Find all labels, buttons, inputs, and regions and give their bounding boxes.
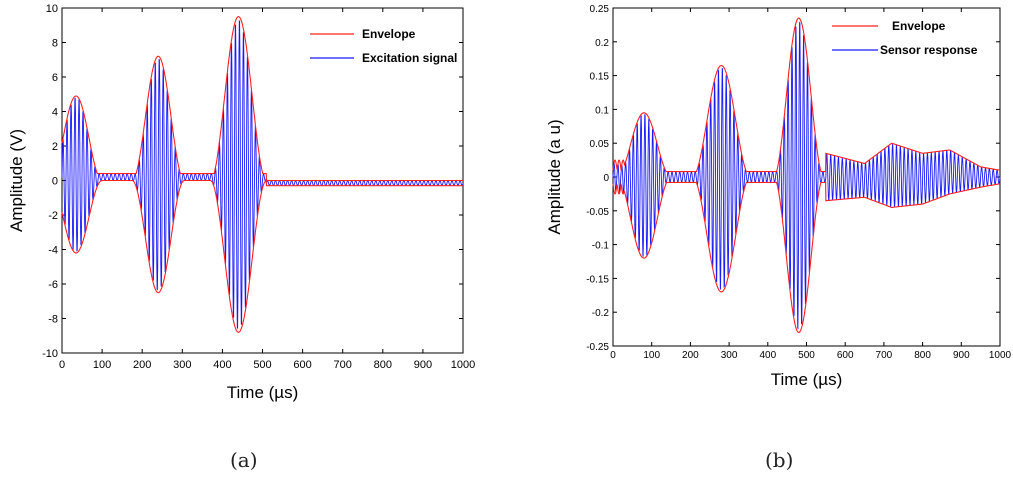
series-envelope-upper bbox=[61, 16, 463, 182]
series-excitation-signal bbox=[61, 20, 464, 330]
x-axis-label: Time (µs) bbox=[771, 370, 843, 389]
y-axis-label: Amplitude (a u) bbox=[545, 119, 564, 234]
x-tick-label: 100 bbox=[93, 359, 111, 371]
y-tick-label: 2 bbox=[52, 141, 58, 153]
legend-label-envelope: Envelope bbox=[362, 27, 416, 41]
x-tick-label: 900 bbox=[414, 359, 432, 371]
series-envelope-lower bbox=[61, 179, 463, 333]
legend: Envelope Excitation signal bbox=[310, 27, 457, 65]
caption-a: (a) bbox=[230, 448, 258, 472]
plot-a: 0 100 200 300 400 500 600 700 800 900 1000-10-8-6-… bbox=[7, 3, 475, 402]
y-tick-label: 0 bbox=[603, 173, 609, 184]
y-tick-label: 0.1 bbox=[595, 105, 609, 116]
x-tick-label: 500 bbox=[798, 350, 815, 361]
y-tick-label: -8 bbox=[48, 314, 58, 326]
x-tick-label: 700 bbox=[334, 359, 352, 371]
y-tick-label: -6 bbox=[48, 279, 58, 291]
y-tick-label: -0.1 bbox=[592, 241, 610, 252]
x-axis-label: Time (µs) bbox=[227, 383, 299, 402]
legend: Envelope Sensor response bbox=[832, 19, 978, 57]
legend-label-signal: Sensor response bbox=[880, 43, 978, 57]
series-envelope-upper bbox=[612, 17, 1000, 173]
y-tick-label: 0.05 bbox=[590, 139, 610, 150]
y-tick-label: -2 bbox=[48, 210, 58, 222]
y-tick-label: 4 bbox=[52, 107, 58, 119]
y-tick-label: 0.2 bbox=[595, 38, 609, 49]
y-tick-label: 0.25 bbox=[590, 4, 610, 15]
y-axis-label: Amplitude (V) bbox=[7, 129, 26, 232]
x-tick-label: 800 bbox=[914, 350, 931, 361]
series-envelope-lower bbox=[612, 181, 1000, 334]
y-tick-label: 10 bbox=[46, 3, 58, 15]
x-tick-label: 700 bbox=[876, 350, 893, 361]
y-tick-label: -0.2 bbox=[592, 308, 610, 319]
x-tick-label: 1000 bbox=[451, 359, 475, 371]
y-tick-label: 6 bbox=[52, 72, 58, 84]
y-tick-label: -0.05 bbox=[586, 207, 609, 218]
x-tick-label: 900 bbox=[953, 350, 970, 361]
series-sensor-response bbox=[612, 21, 1001, 330]
x-tick-label: 600 bbox=[837, 350, 854, 361]
caption-b: (b) bbox=[765, 448, 794, 472]
legend-label-signal: Excitation signal bbox=[362, 51, 457, 65]
x-tick-label: 0 bbox=[610, 350, 616, 361]
x-tick-label: 100 bbox=[643, 350, 660, 361]
y-tick-label: -4 bbox=[48, 245, 58, 257]
legend-label-envelope: Envelope bbox=[892, 19, 946, 33]
x-tick-label: 600 bbox=[293, 359, 311, 371]
x-tick-label: 400 bbox=[759, 350, 776, 361]
x-tick-label: 400 bbox=[213, 359, 231, 371]
x-tick-label: 0 bbox=[59, 359, 65, 371]
x-tick-label: 300 bbox=[721, 350, 738, 361]
y-tick-label: -0.15 bbox=[586, 274, 609, 285]
x-tick-label: 500 bbox=[253, 359, 271, 371]
x-tick-label: 800 bbox=[374, 359, 392, 371]
y-tick-label: -0.25 bbox=[586, 342, 609, 353]
y-tick-label: 0.15 bbox=[590, 72, 610, 83]
y-tick-label: 8 bbox=[52, 38, 58, 50]
x-tick-label: 200 bbox=[133, 359, 151, 371]
x-tick-label: 300 bbox=[173, 359, 191, 371]
y-tick-label: 0 bbox=[52, 176, 58, 188]
y-tick-label: -10 bbox=[42, 348, 58, 360]
x-tick-label: 200 bbox=[682, 350, 699, 361]
x-tick-label: 1000 bbox=[989, 350, 1012, 361]
plot-b: 0 100 200 300 400 500 600 700 800 900 1000 -0.25 -0.… bbox=[545, 4, 1012, 389]
